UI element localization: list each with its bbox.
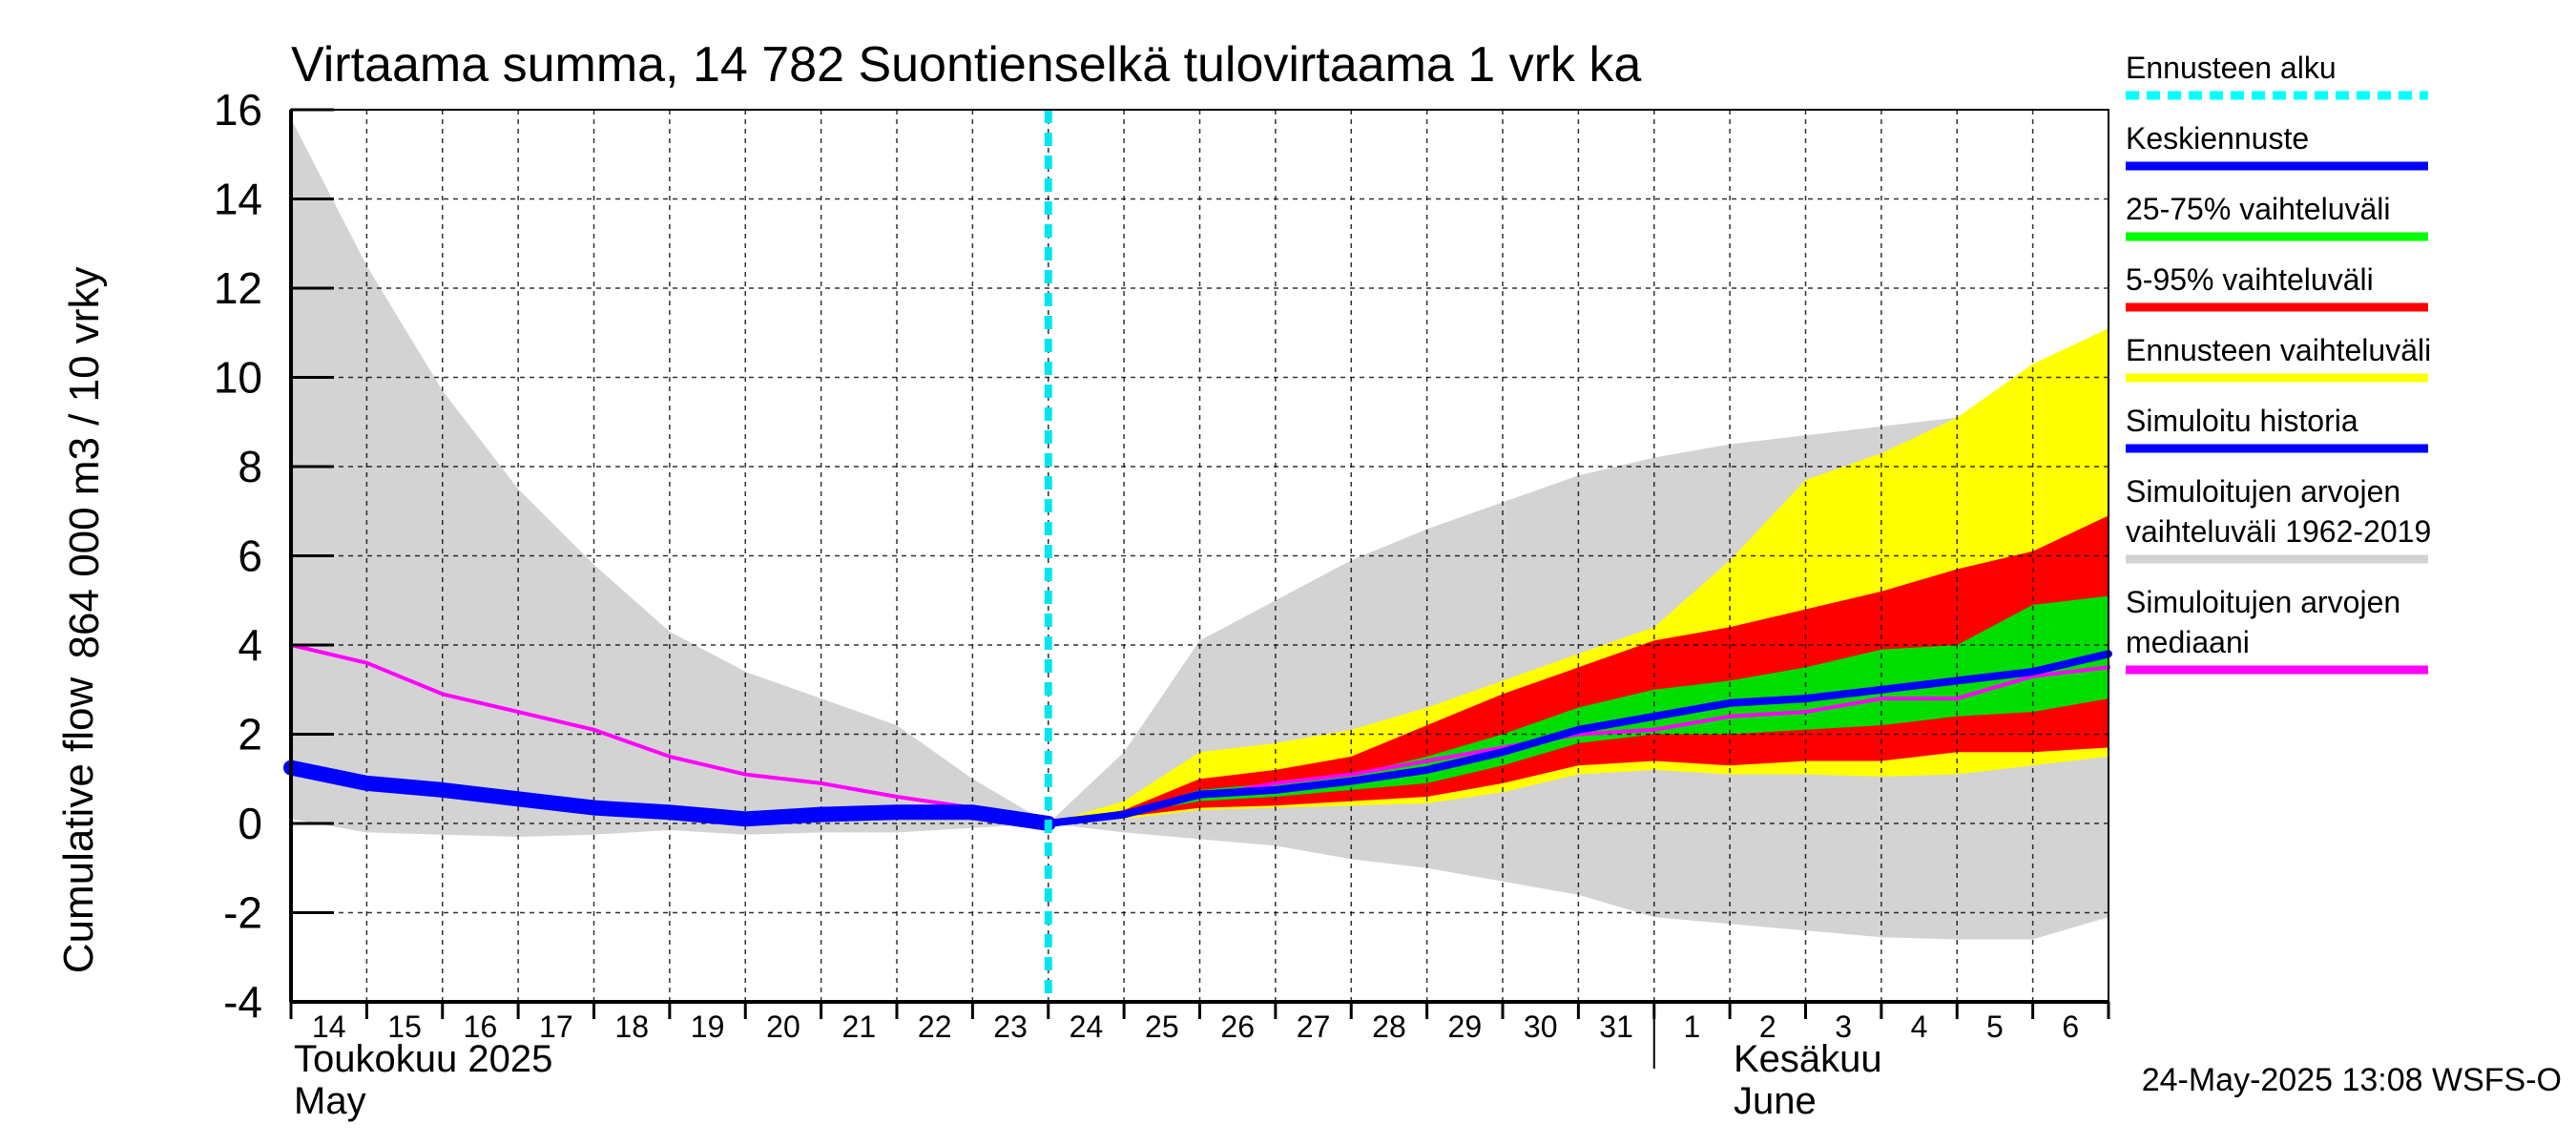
chart-title: Virtaama summa, 14 782 Suontienselkä tul… xyxy=(291,37,1641,93)
x-tick-label: 19 xyxy=(691,1010,725,1044)
legend-label: Ennusteen vaihteluväli xyxy=(2126,333,2431,367)
y-tick-label: 6 xyxy=(238,531,262,581)
x-tick-label: 5 xyxy=(1986,1010,2004,1044)
legend: Ennusteen alku Keskiennuste 25-75% vaihtel… xyxy=(2126,51,2431,675)
x-tick-label: 6 xyxy=(2062,1010,2079,1044)
x-tick-label: 1 xyxy=(1684,1010,1701,1044)
x-tick-label: 27 xyxy=(1297,1010,1331,1044)
y-tick-label: 10 xyxy=(214,353,262,403)
x-tick-label: 31 xyxy=(1599,1010,1633,1044)
x-tick-label: 20 xyxy=(766,1010,800,1044)
x-tick-label: 3 xyxy=(1835,1010,1852,1044)
x-tick-label: 2 xyxy=(1759,1010,1776,1044)
x-tick-label: 14 xyxy=(312,1010,346,1044)
x-tick-label: 25 xyxy=(1145,1010,1179,1044)
legend-label: Simuloitujen arvojen xyxy=(2126,474,2400,509)
month-label-june-fi: Kesäkuu xyxy=(1734,1038,1882,1080)
legend-label: vaihteluväli 1962-2019 xyxy=(2126,514,2431,549)
y-tick-label: -4 xyxy=(223,977,262,1027)
y-tick-label: 12 xyxy=(214,263,262,313)
x-tick-label: 29 xyxy=(1448,1010,1483,1044)
month-label-may-en: May xyxy=(294,1080,366,1122)
x-tick-label: 26 xyxy=(1220,1010,1255,1044)
band-2 xyxy=(1048,515,2109,823)
x-tick-label: 22 xyxy=(918,1010,952,1044)
x-tick-label: 21 xyxy=(842,1010,877,1044)
y-axis-label-en: Cumulative flow xyxy=(55,677,102,974)
month-label-may-fi: Toukokuu 2025 xyxy=(294,1038,552,1080)
x-tick-label: 15 xyxy=(387,1010,422,1044)
x-tick-label: 4 xyxy=(1911,1010,1928,1044)
y-tick-label: 14 xyxy=(214,175,262,224)
legend-label: Keskiennuste xyxy=(2126,121,2309,156)
x-tick-label: 28 xyxy=(1372,1010,1406,1044)
legend-label: Simuloitujen arvojen xyxy=(2126,585,2400,619)
y-tick-label: 2 xyxy=(238,710,262,760)
legend-label: Ennusteen alku xyxy=(2126,51,2337,85)
y-tick-label: 4 xyxy=(238,620,262,670)
legend-label: 25-75% vaihteluväli xyxy=(2126,192,2391,226)
band-3 xyxy=(1048,595,2109,823)
y-tick-label: 8 xyxy=(238,442,262,491)
x-tick-label: 23 xyxy=(993,1010,1028,1044)
x-tick-label: 24 xyxy=(1070,1010,1104,1044)
timestamp: 24-May-2025 13:08 WSFS-O xyxy=(2142,1062,2562,1098)
axes xyxy=(289,108,2110,1069)
series-line-mean-forecast xyxy=(1044,650,2112,827)
legend-label: 5-95% vaihteluväli xyxy=(2126,262,2374,297)
legend-label: mediaani xyxy=(2126,625,2250,659)
x-tick-label: 16 xyxy=(464,1010,498,1044)
grid-lines xyxy=(291,110,2109,1002)
series-lines xyxy=(283,110,2112,1002)
month-label-june-en: June xyxy=(1734,1080,1817,1122)
series-line-simulated-history xyxy=(283,760,1056,831)
x-tick-label: 30 xyxy=(1524,1010,1558,1044)
x-tick-label: 18 xyxy=(614,1010,649,1044)
y-tick-label: 0 xyxy=(238,799,262,848)
x-tick-label: 17 xyxy=(539,1010,573,1044)
y-tick-label: -2 xyxy=(223,888,262,938)
y-axis-label-fi: 864 000 m3 / 10 vrky xyxy=(61,267,108,659)
legend-label: Simuloitu historia xyxy=(2126,404,2358,438)
y-tick-label: 16 xyxy=(214,85,262,135)
